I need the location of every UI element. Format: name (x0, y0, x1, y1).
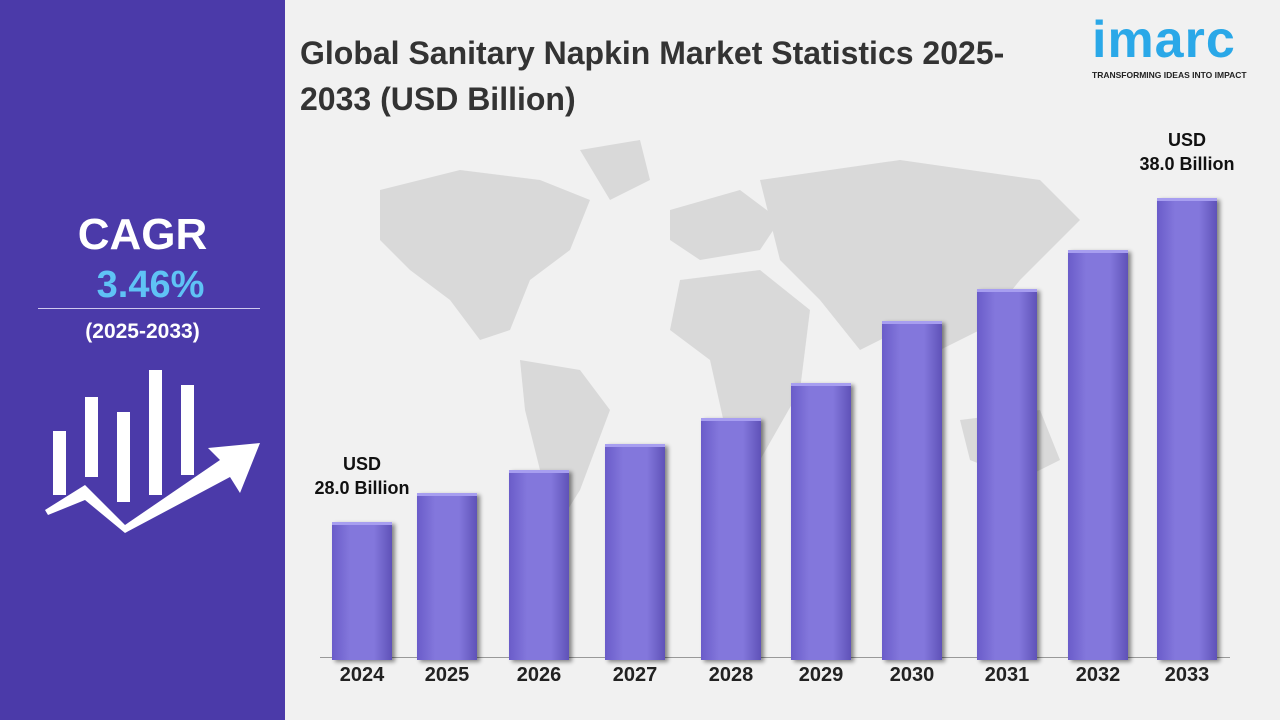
x-tick-label: 2026 (516, 664, 562, 686)
x-tick-label: 2024 (339, 664, 385, 686)
x-tick-label: 2032 (1075, 664, 1121, 686)
logo-tagline: TRANSFORMING IDEAS INTO IMPACT (1092, 70, 1247, 80)
bar-2029 (791, 382, 851, 660)
x-tick-label: 2027 (612, 664, 658, 686)
x-tick-label: 2033 (1164, 664, 1210, 686)
bar-2032 (1068, 249, 1128, 660)
divider (38, 308, 260, 309)
cagr-period: (2025-2033) (85, 320, 200, 343)
bar-2033 (1157, 198, 1217, 660)
x-axis-line (320, 657, 1230, 658)
bar-2024 (332, 522, 392, 660)
data-label-line: USD (1167, 130, 1206, 150)
growth-chart-arrow-icon (45, 370, 260, 533)
bar-2027 (605, 444, 665, 660)
sidebar-panel: CAGR 3.46% (2025-2033) (0, 0, 285, 720)
data-label-2033: USD 38.0 Billion (1117, 128, 1257, 176)
data-label-line: USD (342, 454, 381, 474)
cagr-label: CAGR (77, 210, 208, 259)
x-tick-label: 2029 (798, 664, 844, 686)
data-label-line: 38.0 Billion (1139, 154, 1235, 174)
data-label-line: 28.0 Billion (314, 478, 410, 498)
bar-2028 (701, 418, 761, 660)
bar-2031 (977, 288, 1037, 660)
bar-2025 (417, 492, 477, 660)
imarc-logo: imarc TRANSFORMING IDEAS INTO IMPACT (1092, 12, 1264, 80)
bar-2026 (509, 470, 569, 660)
cagr-value: 3.46% (96, 264, 205, 306)
x-tick-label: 2030 (889, 664, 935, 686)
x-tick-label: 2028 (708, 664, 754, 686)
data-label-2024: USD 28.0 Billion (292, 452, 432, 500)
chart-title: Global Sanitary Napkin Market Statistics… (300, 35, 1005, 117)
x-tick-label: 2025 (424, 664, 470, 686)
logo-wordmark: imarc (1092, 11, 1236, 69)
bar-2030 (882, 321, 942, 660)
x-tick-label: 2031 (984, 664, 1030, 686)
